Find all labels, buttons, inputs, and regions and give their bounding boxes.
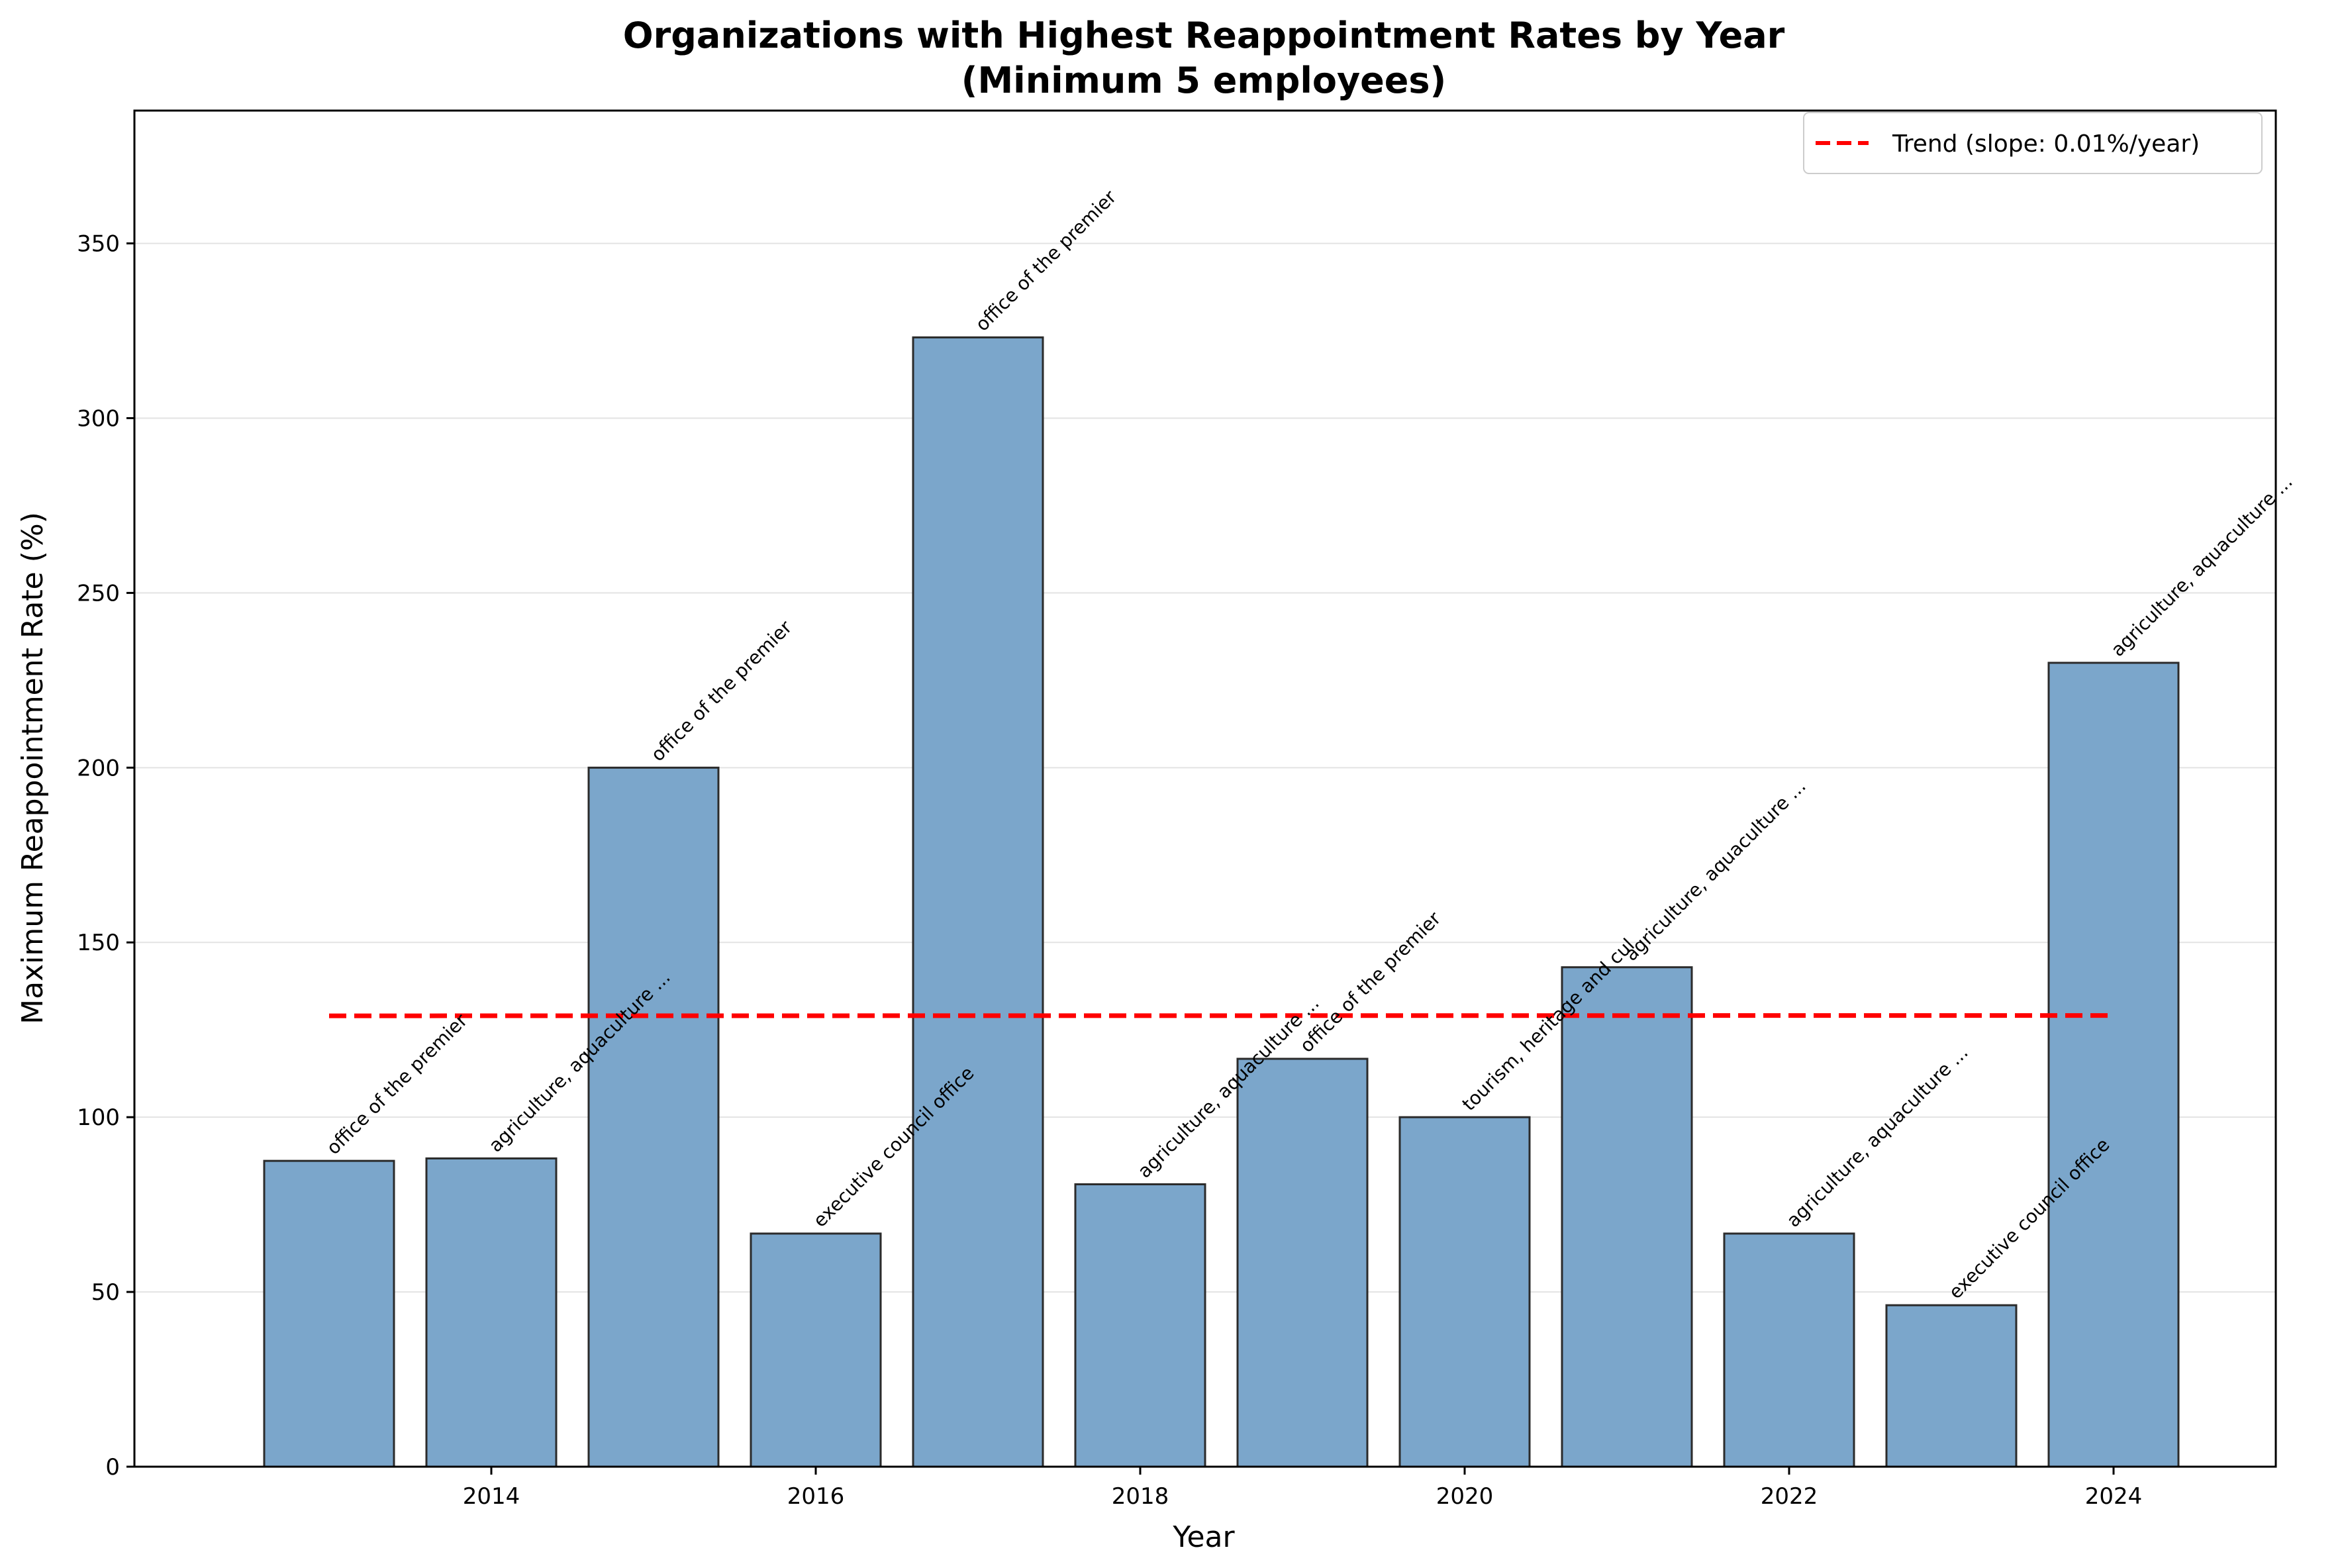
x-tick-label: 2016 (787, 1483, 845, 1510)
bar-2018 (1074, 1183, 1206, 1468)
bar-2013 (263, 1159, 395, 1468)
y-axis-label: Maximum Reappointment Rate (%) (16, 512, 50, 1024)
x-axis-label: Year (1172, 1520, 1235, 1554)
legend-trend-label: Trend (slope: 0.01%/year) (1892, 130, 2200, 158)
bar-2016 (750, 1232, 882, 1468)
y-tick-label: 200 (77, 755, 120, 781)
y-tick-label: 100 (77, 1104, 120, 1131)
y-tick-label: 300 (77, 405, 120, 432)
y-tick-label: 50 (91, 1279, 120, 1306)
x-tick-label: 2020 (1436, 1483, 1494, 1510)
chart-title: Organizations with Highest Reappointment… (623, 15, 1785, 56)
bar-2020 (1398, 1116, 1531, 1468)
x-tick-label: 2018 (1112, 1483, 1169, 1510)
x-axis-ticks: 2014 2016 2018 2020 2022 2024 (463, 1467, 2143, 1510)
x-tick-label: 2022 (1761, 1483, 1818, 1510)
chart-subtitle: (Minimum 5 employees) (961, 60, 1446, 101)
legend: Trend (slope: 0.01%/year) (1803, 112, 2263, 174)
bar-2019 (1236, 1057, 1369, 1468)
y-tick-label: 150 (77, 930, 120, 956)
legend-box (1803, 112, 2263, 174)
bar-2024 (2047, 662, 2180, 1468)
bar-2021 (1561, 966, 1693, 1468)
y-tick-label: 350 (77, 231, 120, 258)
x-tick-label: 2024 (2085, 1483, 2143, 1510)
y-axis-ticks: 0 50 100 150 200 250 300 350 (77, 231, 134, 1481)
x-tick-label: 2014 (463, 1483, 520, 1510)
bar-2015 (587, 766, 720, 1468)
y-tick-label: 0 (105, 1454, 120, 1481)
bar-2017 (912, 336, 1044, 1468)
plot-frame (133, 109, 2277, 1468)
bars (263, 336, 2180, 1468)
y-tick-label: 250 (77, 580, 120, 607)
bar-2014 (425, 1157, 558, 1468)
bar-2023 (1885, 1304, 2018, 1468)
bar-2022 (1723, 1232, 1855, 1468)
